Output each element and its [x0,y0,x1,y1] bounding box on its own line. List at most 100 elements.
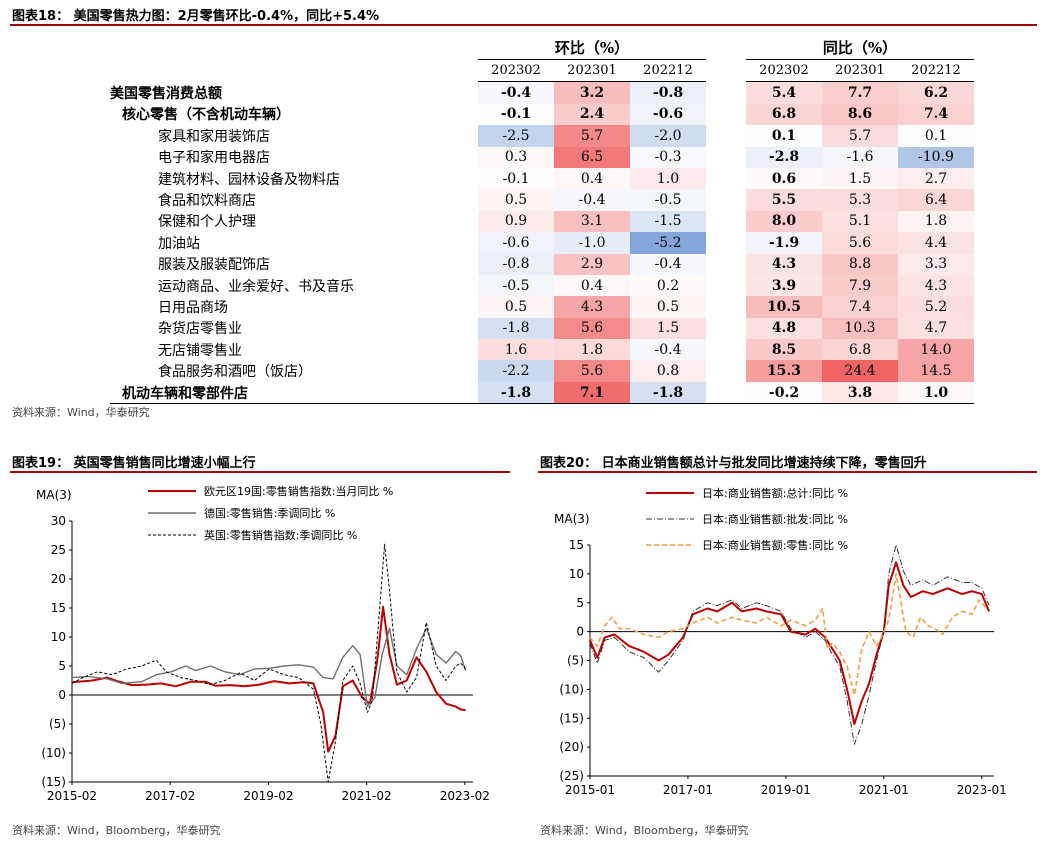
yoy-cell: 7.4 [822,296,898,318]
mom-cell: -0.1 [478,167,554,190]
y-tick-label: (5) [49,717,66,731]
mom-cell: -1.8 [630,381,706,405]
yoy-cell: 24.4 [822,360,898,382]
y-tick-label: (10) [559,682,584,696]
group-header-row: 环比（%） 同比（%） [110,35,974,60]
mom-cell: 0.8 [630,360,706,382]
yoy-cell: -1.9 [746,232,822,254]
fig18-source: 资料来源：Wind，华泰研究 [12,406,150,419]
mom-cell: 0.3 [478,146,554,168]
y-tick-label: (25) [559,769,584,783]
y-tick-label: 10 [51,630,66,644]
row-label: 美国零售消费总额 [110,85,222,102]
mom-cell: 1.0 [630,167,706,190]
group-header-yoy: 同比（%） [746,35,974,60]
mom-cell: 0.5 [478,296,554,318]
yoy-cell: 5.6 [822,232,898,254]
yoy-cell: 7.9 [822,274,898,297]
group-header-mom: 环比（%） [478,35,706,60]
yoy-cell: 5.2 [898,296,974,318]
mom-cell: 3.2 [554,81,630,104]
y-tick-label: 0 [576,625,584,639]
y-axis-label: MA(3) [36,488,72,502]
yoy-cell: 10.3 [822,317,898,340]
mom-cell: 3.1 [554,210,630,233]
row-label: 电子和家用电器店 [158,150,270,167]
period-header: 202302 [478,59,554,83]
mom-cell: -0.3 [630,146,706,168]
table-row: 日用品商场 0.5 4.3 0.5 10.5 7.4 5.2 [110,296,974,318]
series-line [71,543,466,783]
yoy-cell: -10.9 [898,146,974,168]
mom-cell: 5.6 [554,360,630,382]
table-row: 无店铺零售业 1.6 1.8 -0.4 8.5 6.8 14.0 [110,339,974,361]
yoy-cell: 0.6 [746,167,822,190]
mom-cell: 7.1 [554,381,630,405]
yoy-cell: 8.0 [746,210,822,233]
heatmap-body: 美国零售消费总额 -0.4 3.2 -0.8 5.4 7.7 6.2 核心零售（不含机动车辆）… [110,81,974,405]
table-row: 保健和个人护理 0.9 3.1 -1.5 8.0 5.1 1.8 [110,210,974,233]
y-tick-label: 30 [51,514,66,528]
fig19-title: 图表19： 英国零售销售同比增速小幅上行 [12,456,256,471]
yoy-cell: 2.7 [898,167,974,190]
yoy-cell: 8.6 [822,103,898,126]
period-header: 202301 [554,59,630,83]
fig18-title: 图表18： 美国零售热力图：2月零售环比-0.4%，同比+5.4% [12,9,380,24]
fig18-title-rule [10,24,1037,26]
fig18-heatmap-table: 环比（%） 同比（%） 202302 202301 202212 202302 … [110,35,974,405]
y-tick-label: (15) [41,775,66,789]
yoy-cell: 3.9 [746,274,822,297]
mom-cell: 5.7 [554,125,630,147]
table-row: 美国零售消费总额 -0.4 3.2 -0.8 5.4 7.7 6.2 [110,81,974,104]
yoy-cell: 8.5 [746,339,822,361]
yoy-cell: 14.5 [898,360,974,382]
mom-cell: -0.6 [478,232,554,254]
yoy-cell: 7.4 [898,103,974,126]
x-tick-label: 2015-02 [47,789,97,803]
mom-cell: -0.6 [630,103,706,126]
period-header: 202301 [822,59,898,83]
table-row: 食品服务和酒吧（饭店） -2.2 5.6 0.8 15.3 24.4 14.5 [110,360,974,382]
y-tick-label: (15) [559,711,584,725]
mom-cell: 0.4 [554,167,630,190]
yoy-cell: 4.8 [746,317,822,340]
mom-cell: -0.5 [630,189,706,211]
yoy-cell: 5.3 [822,189,898,211]
mom-cell: -1.8 [478,317,554,340]
row-label: 日用品商场 [158,299,228,316]
yoy-cell: -2.8 [746,146,822,168]
y-tick-label: 20 [51,572,66,586]
row-label: 加油站 [158,235,200,252]
mom-cell: -0.8 [630,81,706,104]
y-tick-label: 5 [58,659,66,673]
y-axis-label: MA(3) [554,512,590,526]
fig20-title: 图表20： 日本商业销售额总计与批发同比增速持续下降，零售回升 [540,456,927,471]
y-tick-label: 10 [569,567,584,581]
mom-cell: 5.6 [554,317,630,340]
row-label: 食品服务和酒吧（饭店） [158,364,312,381]
mom-cell: -0.5 [478,274,554,297]
mom-cell: 1.8 [554,339,630,361]
fig19-source: 资料来源：Wind，Bloomberg，华泰研究 [12,824,221,837]
mom-cell: 2.4 [554,103,630,126]
x-tick-label: 2023-02 [440,789,490,803]
row-label: 家具和家用装饰店 [158,128,270,145]
legend-label: 英国:零售销售指数:季调同比 % [204,528,357,542]
mom-cell: 0.5 [630,296,706,318]
yoy-cell: 0.1 [746,125,822,147]
table-row: 家具和家用装饰店 -2.5 5.7 -2.0 0.1 5.7 0.1 [110,125,974,147]
x-tick-label: 2021-01 [859,783,909,797]
mom-cell: 4.3 [554,296,630,318]
series-line [71,605,466,753]
x-tick-label: 2015-01 [565,783,615,797]
legend-label: 欧元区19国:零售销售指数:当月同比 % [204,484,393,498]
legend-label: 日本:商业销售额:总计:同比 % [702,486,848,500]
yoy-cell: 1.5 [822,167,898,190]
mom-cell: 0.2 [630,274,706,297]
legend-label: 日本:商业销售额:零售:同比 % [702,538,848,552]
row-label: 服装及服装配饰店 [158,257,270,274]
yoy-cell: 4.7 [898,317,974,340]
series-line [589,544,990,745]
row-label: 食品和饮料商店 [158,193,256,210]
yoy-cell: 6.4 [898,189,974,211]
